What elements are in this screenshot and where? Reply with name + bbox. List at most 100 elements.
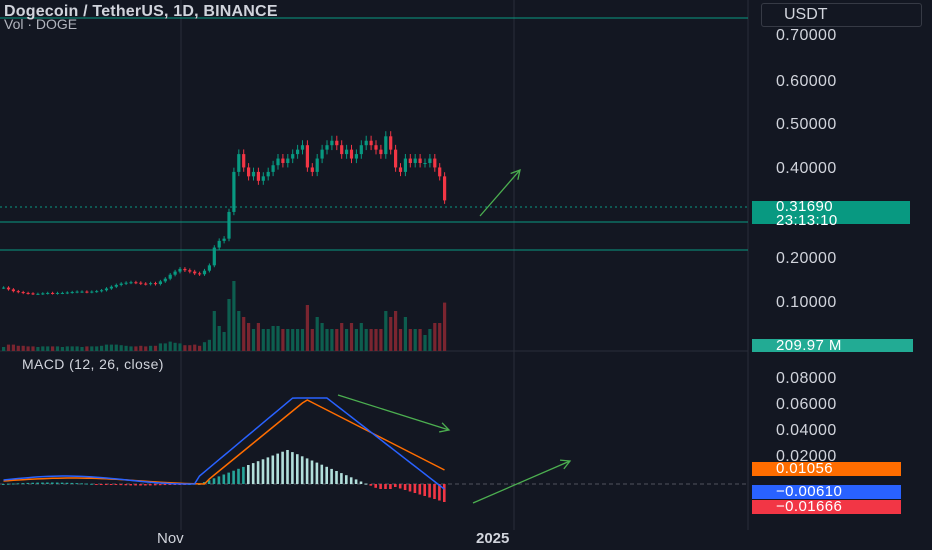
histogram-bar bbox=[55, 482, 59, 484]
volume-bar bbox=[158, 343, 162, 351]
candle-body bbox=[31, 293, 35, 295]
candle-body bbox=[2, 287, 6, 289]
candle-body bbox=[70, 292, 74, 294]
candle-body bbox=[271, 165, 275, 172]
volume-bar bbox=[305, 305, 309, 351]
volume-bar bbox=[90, 346, 94, 351]
candle-body bbox=[364, 140, 368, 146]
drawing-arrows[interactable] bbox=[337, 168, 572, 504]
volume-bar bbox=[335, 329, 339, 351]
volume-bar bbox=[21, 345, 25, 351]
volume-bar bbox=[389, 317, 393, 351]
candle-body bbox=[55, 292, 60, 294]
candle-body bbox=[242, 154, 246, 168]
volume-bar bbox=[124, 345, 128, 351]
candle-body bbox=[26, 292, 30, 294]
volume-bar bbox=[173, 342, 177, 351]
candle-body bbox=[261, 176, 265, 181]
volume-bar bbox=[163, 343, 167, 351]
volume-bar bbox=[310, 329, 314, 351]
volume-bar bbox=[325, 329, 329, 351]
horizontal-lines[interactable] bbox=[0, 17, 748, 251]
candle-body bbox=[41, 293, 45, 295]
trendline-arrow-icon[interactable] bbox=[337, 394, 451, 433]
volume-bar bbox=[16, 345, 20, 351]
candle-body bbox=[359, 145, 363, 155]
histogram-bar bbox=[139, 484, 142, 486]
macd-title[interactable]: MACD (12, 26, close) bbox=[22, 356, 164, 372]
candle-body bbox=[188, 270, 192, 272]
macd-tick-002: 0.02000 bbox=[776, 448, 837, 465]
candlesticks[interactable] bbox=[2, 131, 447, 296]
time-label-nov: Nov bbox=[157, 530, 184, 547]
candle-body bbox=[438, 167, 442, 177]
volume-bar bbox=[198, 345, 202, 351]
volume-bar bbox=[109, 344, 113, 351]
macd-value-tag: −0.00610 bbox=[752, 484, 901, 499]
candle-body bbox=[374, 145, 378, 150]
histogram-bar bbox=[149, 484, 152, 486]
volume-bar bbox=[237, 311, 241, 351]
volume-bar bbox=[345, 329, 349, 351]
volume-bar bbox=[418, 329, 422, 351]
candle-body bbox=[46, 292, 50, 294]
candle-body bbox=[104, 288, 109, 291]
volume-bar bbox=[291, 329, 295, 351]
candle-body bbox=[16, 291, 20, 293]
volume-bar bbox=[100, 345, 104, 351]
candle-body bbox=[232, 171, 236, 212]
macd-tick-004: 0.04000 bbox=[776, 422, 837, 439]
histogram-bar bbox=[75, 483, 79, 485]
volume-bar bbox=[443, 302, 447, 351]
volume-bar bbox=[41, 346, 45, 351]
histogram-bar bbox=[70, 482, 74, 484]
candle-body bbox=[251, 171, 256, 177]
histogram-bar bbox=[408, 484, 412, 492]
candle-body bbox=[349, 149, 354, 159]
histogram-bar bbox=[21, 483, 25, 485]
candle-body bbox=[163, 278, 167, 282]
histogram-bar bbox=[129, 484, 132, 486]
histogram-bar bbox=[345, 475, 348, 484]
currency-button[interactable]: USDT bbox=[761, 3, 922, 27]
volume-bar bbox=[256, 323, 260, 351]
histogram-bar bbox=[222, 474, 226, 484]
volume-bar bbox=[134, 346, 138, 351]
histogram-bar bbox=[256, 461, 260, 484]
volume-bar bbox=[80, 347, 84, 351]
candle-body bbox=[433, 158, 437, 168]
histogram-bar bbox=[168, 484, 172, 485]
candle-body bbox=[85, 291, 89, 293]
histogram-bar bbox=[36, 482, 39, 484]
uptrend-arrow-icon[interactable] bbox=[479, 168, 521, 217]
candle-body bbox=[330, 140, 334, 146]
histogram-bar bbox=[281, 451, 284, 484]
candle-body bbox=[384, 136, 388, 155]
histogram-bar bbox=[202, 482, 206, 484]
volume-bar bbox=[202, 342, 207, 351]
histogram-bar bbox=[276, 453, 279, 484]
volume-tag: 209.97 M bbox=[752, 338, 913, 353]
volume-bar bbox=[394, 311, 398, 351]
histogram-bar bbox=[6, 483, 10, 485]
histogram-bar bbox=[384, 484, 387, 489]
last-price-value: 0.31690 bbox=[776, 198, 834, 215]
grid-lines bbox=[0, 0, 749, 530]
volume-bar bbox=[349, 323, 354, 351]
histogram-bar bbox=[51, 482, 54, 484]
volume-bar bbox=[212, 311, 216, 351]
histogram-bar bbox=[340, 473, 343, 484]
candle-body bbox=[286, 158, 290, 163]
volume-bar bbox=[85, 346, 89, 351]
symbol-title[interactable]: Dogecoin / TetherUS, 1D, BINANCE bbox=[4, 3, 278, 20]
histogram-bar bbox=[46, 482, 49, 484]
candle-body bbox=[345, 149, 349, 155]
histogram-bar bbox=[364, 483, 368, 485]
macd-uptrend-arrow-icon[interactable] bbox=[472, 459, 572, 504]
volume-bar bbox=[51, 346, 55, 351]
volume-bar bbox=[296, 329, 300, 351]
histogram-bar bbox=[374, 484, 377, 488]
price-tick-020: 0.20000 bbox=[776, 250, 837, 267]
volume-bar bbox=[26, 346, 30, 351]
